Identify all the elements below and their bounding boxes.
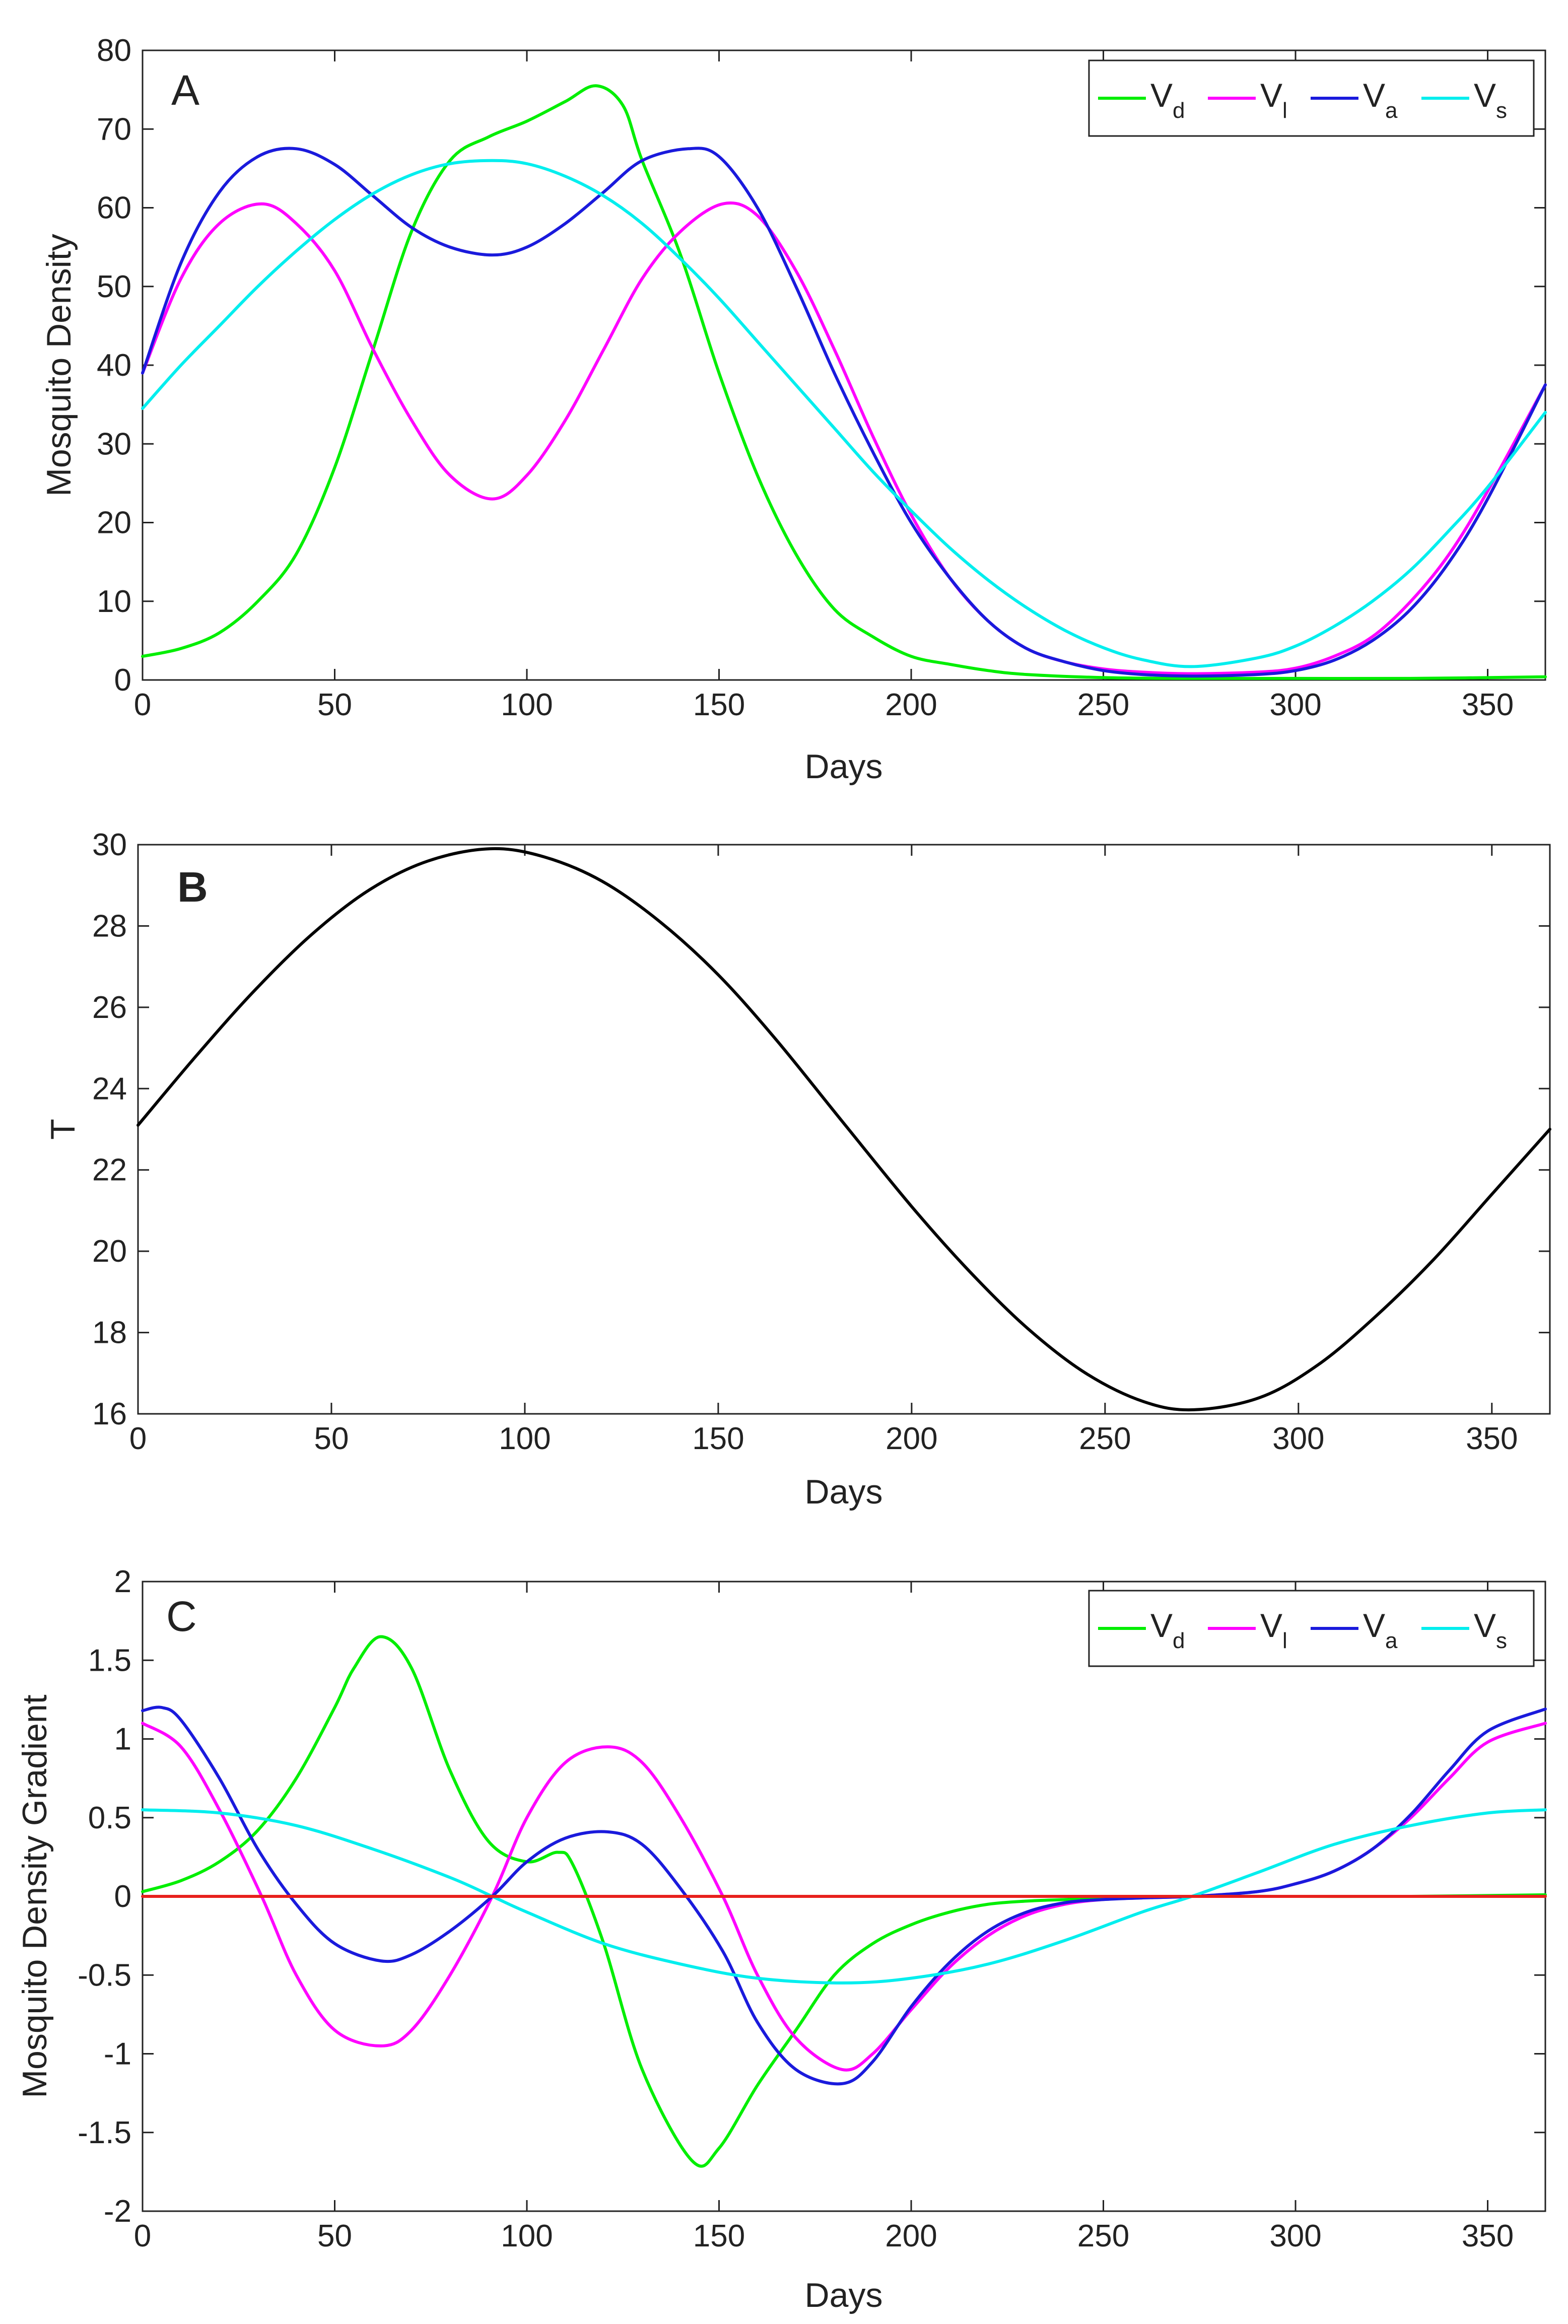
y-tick-label: 0 xyxy=(114,1879,131,1914)
legend-label-vs: Vs xyxy=(1474,77,1507,123)
series-line-vd xyxy=(141,1635,1547,2168)
legend-entry-vd: Vd xyxy=(1098,1607,1185,1653)
x-tick-label: 300 xyxy=(1269,688,1321,722)
x-tick-label: 250 xyxy=(1079,1421,1131,1456)
panel-c-letter: C xyxy=(166,1593,197,1640)
x-tick-label: 200 xyxy=(885,2219,937,2253)
y-tick-label: 16 xyxy=(92,1397,127,1431)
x-tick-label: 200 xyxy=(885,1421,937,1456)
y-tick-label: -0.5 xyxy=(78,1958,131,1993)
legend-entry-va: Va xyxy=(1311,77,1398,123)
y-tick-label: 0 xyxy=(114,663,131,698)
y-tick-label: 50 xyxy=(97,269,131,304)
panel-b-x-ticks: 0 50 100 150 200 250 300 350 xyxy=(129,845,1518,1456)
y-tick-label: 1 xyxy=(114,1722,131,1757)
x-tick-label: 0 xyxy=(134,688,151,722)
panel-b-letter: B xyxy=(177,863,208,911)
series-line-vs xyxy=(141,1808,1547,1985)
y-tick-label: 10 xyxy=(97,584,131,619)
y-tick-label: 30 xyxy=(97,427,131,461)
y-tick-label: 26 xyxy=(92,990,127,1025)
legend-label-va: Va xyxy=(1363,1607,1398,1653)
y-tick-label: 60 xyxy=(97,191,131,226)
y-tick-label: -1.5 xyxy=(78,2115,131,2150)
x-tick-label: 300 xyxy=(1272,1421,1324,1456)
y-tick-label: 30 xyxy=(92,828,127,862)
y-tick-label: 24 xyxy=(92,1071,127,1106)
panel-a-letter: A xyxy=(171,66,199,114)
legend-label-vd: Vd xyxy=(1150,77,1185,123)
x-tick-label: 0 xyxy=(129,1421,147,1456)
x-tick-label: 50 xyxy=(317,2219,352,2253)
series-line-t xyxy=(137,847,1551,1412)
y-tick-label: 2 xyxy=(114,1564,131,1599)
panel-c-x-ticks: 0 50 100 150 200 250 300 350 xyxy=(134,1582,1514,2253)
legend-label-vs: Vs xyxy=(1474,1607,1507,1653)
panel-c-x-axis-label: Days xyxy=(805,2276,883,2314)
y-tick-label: 28 xyxy=(92,909,127,943)
panel-c: C Days Mosquito Density Gradient 0 50 100 1… xyxy=(16,1564,1547,2314)
y-tick-label: 80 xyxy=(97,33,131,68)
legend-label-vd: Vd xyxy=(1150,1607,1185,1653)
legend-entry-vd: Vd xyxy=(1098,77,1185,123)
series-line-vl xyxy=(141,201,1547,675)
panel-c-legend: Vd Vl Va Vs xyxy=(1088,1590,1535,1667)
panel-b-series xyxy=(137,847,1551,1412)
x-tick-label: 150 xyxy=(693,2219,745,2253)
x-tick-label: 100 xyxy=(501,2219,553,2253)
y-tick-label: 20 xyxy=(92,1234,127,1269)
y-tick-label: 22 xyxy=(92,1153,127,1188)
panel-a-x-axis-label: Days xyxy=(805,747,883,786)
x-tick-label: 300 xyxy=(1269,2219,1321,2253)
y-tick-label: 40 xyxy=(97,348,131,383)
y-tick-label: 20 xyxy=(97,506,131,540)
x-tick-label: 50 xyxy=(314,1421,349,1456)
x-tick-label: 150 xyxy=(693,688,745,722)
x-tick-label: 150 xyxy=(692,1421,744,1456)
panel-c-y-axis-label: Mosquito Density Gradient xyxy=(16,1694,54,2098)
x-tick-label: 0 xyxy=(134,2219,151,2253)
x-tick-label: 350 xyxy=(1462,2219,1514,2253)
legend-label-va: Va xyxy=(1363,77,1398,123)
x-tick-label: 100 xyxy=(499,1421,551,1456)
y-tick-label: 1.5 xyxy=(88,1643,131,1678)
panel-a-series xyxy=(141,84,1547,680)
panel-b-y-axis-label: T xyxy=(44,1119,82,1140)
series-line-va xyxy=(141,147,1547,678)
x-tick-label: 200 xyxy=(885,688,937,722)
y-tick-label: -2 xyxy=(104,2194,131,2229)
y-tick-label: 0.5 xyxy=(88,1801,131,1835)
x-tick-label: 50 xyxy=(317,688,352,722)
x-tick-label: 250 xyxy=(1077,688,1129,722)
legend-label-vl: Vl xyxy=(1260,77,1287,123)
panel-a-legend: Vd Vl Va Vs xyxy=(1088,59,1535,137)
x-tick-label: 350 xyxy=(1466,1421,1518,1456)
y-tick-label: -1 xyxy=(104,2037,131,2072)
legend-label-vl: Vl xyxy=(1260,1607,1287,1653)
panel-a-x-ticks: 0 50 100 150 200 250 300 350 xyxy=(134,50,1514,722)
legend-entry-vl: Vl xyxy=(1208,1607,1287,1653)
panel-a: A Days Mosquito Density 0 50 100 150 200 250 3… xyxy=(40,33,1547,786)
panel-c-y-ticks: -2 -1.5 -1 -0.5 0 0.5 1 1.5 2 xyxy=(78,1564,1545,2229)
series-line-vs xyxy=(141,159,1547,668)
panel-b-x-axis-label: Days xyxy=(805,1473,883,1511)
x-tick-label: 250 xyxy=(1077,2219,1129,2253)
legend-entry-vs: Vs xyxy=(1421,77,1507,123)
panel-b: B Days T 0 50 100 150 200 250 300 350 16 18 20 22 2… xyxy=(44,828,1551,1511)
legend-entry-vs: Vs xyxy=(1421,1607,1507,1653)
panel-c-series xyxy=(141,1635,1547,2168)
series-line-va xyxy=(141,1705,1547,2086)
x-tick-label: 350 xyxy=(1462,688,1514,722)
y-tick-label: 18 xyxy=(92,1316,127,1350)
panel-a-y-ticks: 0 10 20 30 40 50 60 70 80 xyxy=(97,33,1545,698)
x-tick-label: 100 xyxy=(501,688,553,722)
legend-entry-va: Va xyxy=(1311,1607,1398,1653)
panel-a-y-axis-label: Mosquito Density xyxy=(40,234,78,497)
y-tick-label: 70 xyxy=(97,112,131,147)
legend-entry-vl: Vl xyxy=(1208,77,1287,123)
panel-b-y-ticks: 16 18 20 22 24 26 28 30 xyxy=(92,828,1550,1431)
